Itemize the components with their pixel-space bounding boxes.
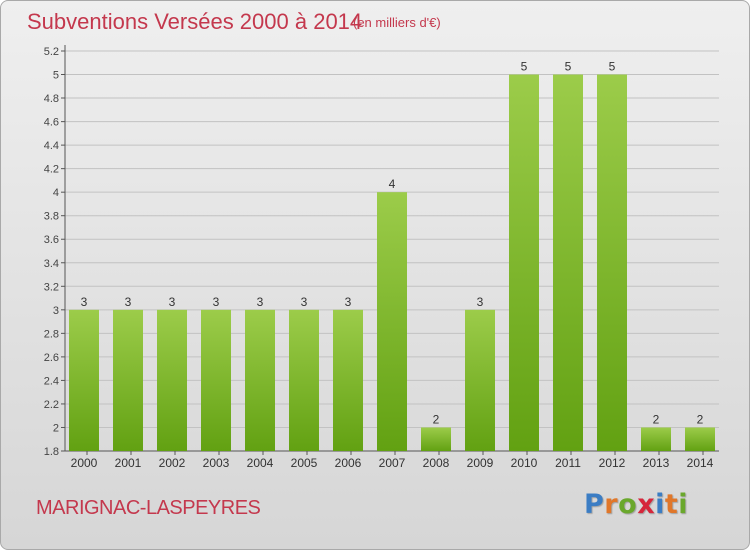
x-tick-label: 2013	[643, 456, 670, 470]
logo-letter: r	[604, 489, 619, 520]
bar-value-label: 3	[477, 295, 484, 309]
logo-letter: t	[664, 489, 679, 520]
bar[interactable]	[69, 309, 99, 451]
x-tick-label: 2005	[291, 456, 318, 470]
bar-value-label: 3	[257, 295, 264, 309]
y-tick-label: 4.6	[44, 117, 59, 129]
bar-value-label: 5	[565, 60, 572, 74]
bar[interactable]	[377, 192, 407, 452]
bar-value-label: 5	[521, 60, 528, 74]
chart-title: Subventions Versées 2000 à 2014	[27, 9, 363, 34]
bar-value-label: 2	[653, 412, 660, 426]
bar[interactable]	[245, 309, 275, 451]
proxiti-logo[interactable]: Proxiti	[584, 489, 688, 520]
x-tick-label: 2014	[687, 456, 714, 470]
bar[interactable]	[421, 427, 451, 451]
x-tick-label: 2011	[555, 456, 581, 470]
bar-value-label: 3	[345, 295, 352, 309]
y-tick-label: 2.6	[44, 352, 59, 364]
bar[interactable]	[465, 309, 495, 451]
x-tick-label: 2004	[247, 456, 274, 470]
x-tick-label: 2000	[71, 456, 98, 470]
bar[interactable]	[641, 427, 671, 451]
y-tick-label: 2.8	[44, 328, 59, 340]
y-tick-label: 2	[53, 422, 59, 434]
y-tick-label: 3.4	[44, 258, 59, 270]
y-tick-label: 3.8	[44, 211, 59, 223]
logo-letter: i	[655, 489, 665, 520]
y-tick-label: 2.2	[44, 399, 59, 411]
x-tick-label: 2006	[335, 456, 362, 470]
logo-letter: o	[618, 489, 638, 520]
y-tick-label: 2.4	[44, 375, 59, 387]
bar-value-label: 5	[609, 60, 616, 74]
y-tick-label: 4.4	[44, 140, 59, 152]
bar-value-label: 2	[433, 412, 440, 426]
bar[interactable]	[685, 427, 715, 451]
bar-value-label: 4	[389, 177, 396, 191]
y-tick-label: 4	[53, 187, 59, 199]
y-tick-label: 3.2	[44, 281, 59, 293]
y-tick-label: 3.6	[44, 234, 59, 246]
x-tick-label: 2008	[423, 456, 450, 470]
x-tick-label: 2010	[511, 456, 538, 470]
bar[interactable]	[333, 309, 363, 451]
y-tick-label: 5	[53, 70, 59, 82]
x-tick-label: 2002	[159, 456, 186, 470]
x-tick-label: 2001	[115, 456, 142, 470]
bar[interactable]	[289, 309, 319, 451]
y-tick-label: 3	[53, 305, 59, 317]
bar[interactable]	[157, 309, 187, 451]
y-tick-label: 1.8	[44, 446, 59, 458]
bar-value-label: 3	[301, 295, 308, 309]
bar-value-label: 3	[169, 295, 176, 309]
logo-letter: i	[678, 489, 689, 520]
commune-name: MARIGNAC-LASPEYRES	[36, 497, 261, 519]
bar-value-label: 3	[213, 295, 220, 309]
y-tick-label: 5.2	[44, 46, 59, 58]
logo-letter: P	[584, 489, 605, 520]
chart-subtitle: (en milliers d'€)	[353, 15, 441, 30]
bar-value-label: 3	[81, 295, 88, 309]
bar[interactable]	[597, 74, 627, 451]
x-tick-label: 2012	[599, 456, 626, 470]
x-tick-label: 2009	[467, 456, 494, 470]
x-tick-label: 2003	[203, 456, 230, 470]
bar[interactable]	[553, 74, 583, 451]
y-tick-label: 4.2	[44, 164, 59, 176]
bar-value-label: 3	[125, 295, 132, 309]
bar-value-label: 2	[697, 412, 704, 426]
logo-letter: x	[637, 489, 656, 520]
x-tick-label: 2007	[379, 456, 406, 470]
bar[interactable]	[201, 309, 231, 451]
bar[interactable]	[113, 309, 143, 451]
bar[interactable]	[509, 74, 539, 451]
y-tick-label: 4.8	[44, 93, 59, 105]
